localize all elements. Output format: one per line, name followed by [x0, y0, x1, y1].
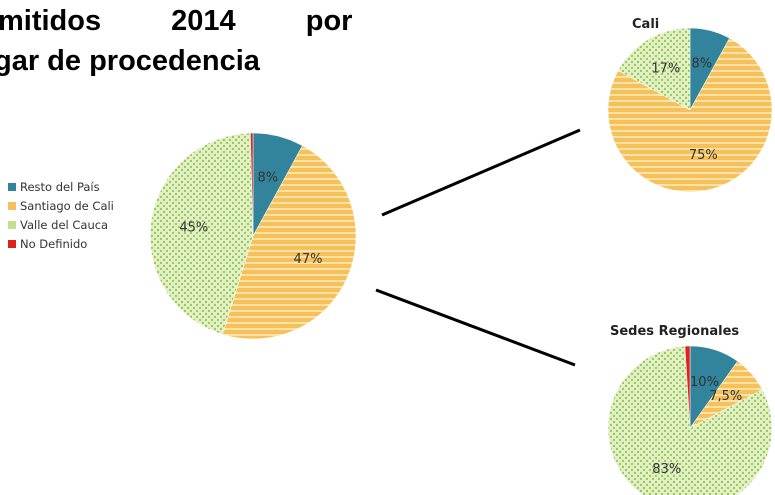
title: mitidos 2014 por — [0, 5, 352, 37]
data-label: 7,5% — [709, 389, 742, 404]
pie-slice — [684, 345, 691, 429]
pie-slice — [607, 345, 773, 495]
legend-swatch — [8, 221, 16, 229]
data-label: 83% — [652, 462, 681, 477]
pie-slice — [617, 27, 691, 111]
pie-slice — [222, 145, 357, 340]
legend: Resto del País Santiago de Cali Valle del … — [8, 180, 118, 256]
pie-slice — [250, 132, 254, 237]
connector — [381, 128, 581, 217]
legend-item: Valle del Cauca — [8, 218, 115, 232]
connector — [375, 288, 576, 367]
title: gar de procedencia — [0, 45, 261, 77]
data-label: 10% — [690, 375, 719, 390]
data-label: 8% — [692, 56, 713, 71]
data-label: 45% — [179, 220, 208, 235]
legend-label: Valle del Cauca — [20, 218, 109, 232]
legend-swatch — [8, 183, 16, 191]
pie-slice — [607, 37, 773, 193]
pie-title: Cali — [632, 17, 659, 32]
legend-item: No Definido — [8, 237, 115, 251]
legend-label: No Definido — [20, 237, 88, 251]
data-label: 75% — [689, 148, 718, 163]
data-label: 17% — [651, 62, 680, 77]
legend-label: Santiago de Cali — [20, 199, 114, 213]
legend-item: Santiago de Cali — [8, 199, 115, 213]
legend-item: Resto del País — [8, 180, 115, 194]
legend-swatch — [8, 202, 16, 210]
legend-label: Resto del País — [20, 180, 100, 194]
data-label: 47% — [294, 252, 323, 267]
legend-swatch — [8, 240, 16, 248]
pie-title: Sedes Regionales — [610, 324, 739, 339]
pie-slice — [149, 132, 254, 335]
data-label: 8% — [257, 171, 278, 186]
